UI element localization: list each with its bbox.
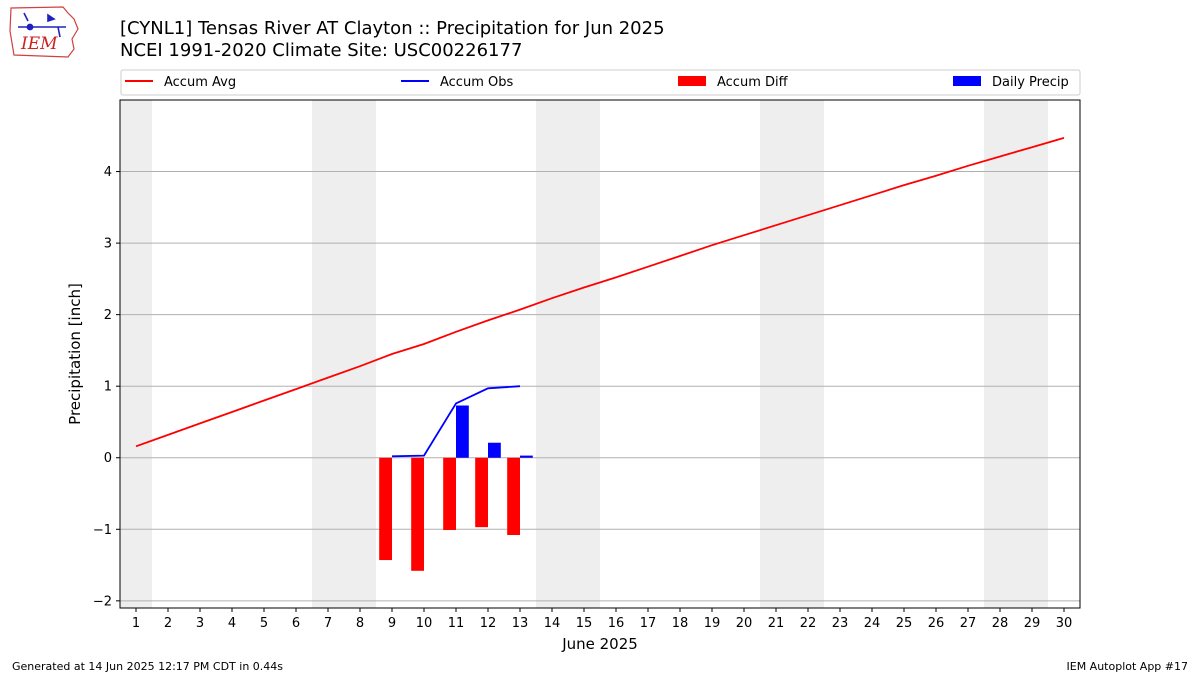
daily-precip-bar-12 (488, 442, 501, 458)
plot-frame (119, 99, 1081, 609)
x-tick-label: 12 (480, 616, 497, 631)
weekend-band-21 (760, 100, 792, 608)
x-axis-label: June 2025 (561, 635, 638, 653)
x-tick-label: 19 (704, 616, 721, 631)
y-tick-label: 4 (104, 165, 112, 180)
x-tick-label: 26 (928, 616, 945, 631)
x-tick-label: 15 (576, 616, 593, 631)
weekend-band-15 (568, 100, 600, 608)
y-tick-label: 2 (104, 308, 112, 323)
accum-avg-line (135, 137, 1065, 448)
chart-subtitle: NCEI 1991-2020 Climate Site: USC00226177 (120, 40, 523, 61)
legend-label-daily-precip: Daily Precip (992, 75, 1069, 90)
x-tick-label: 9 (388, 616, 396, 631)
legend-label-accum-obs: Accum Obs (440, 75, 513, 90)
legend-label-accum-diff: Accum Diff (717, 75, 789, 90)
weekend-band-7 (312, 100, 344, 608)
weekend-band-1 (120, 100, 152, 608)
x-tick-label: 2 (164, 616, 172, 631)
x-tick-label: 22 (800, 616, 817, 631)
x-tick-label: 21 (768, 616, 785, 631)
legend: Accum Avg Accum Obs Accum Diff Daily Pre… (120, 69, 1081, 96)
x-tick-label: 23 (832, 616, 849, 631)
x-tick-label: 11 (448, 616, 465, 631)
legend-swatch-accum-diff (678, 76, 706, 86)
y-tick-label: 1 (104, 380, 112, 395)
accum-diff-bar-9 (379, 457, 392, 561)
daily-precip-bar-11 (456, 405, 469, 458)
bar-series (379, 405, 533, 571)
y-tick-label: 0 (104, 451, 112, 466)
accum-diff-bar-10 (411, 457, 424, 571)
x-tick-label: 7 (324, 616, 332, 631)
daily-precip-bar-13 (520, 455, 533, 458)
y-axis: −2 −1 0 1 2 3 4 (93, 165, 120, 609)
x-tick-label: 30 (1056, 616, 1073, 631)
x-tick-label: 14 (544, 616, 561, 631)
x-tick-label: 5 (260, 616, 268, 631)
weekend-band-28 (984, 100, 1016, 608)
x-tick-label: 20 (736, 616, 753, 631)
weekend-band-22 (792, 100, 824, 608)
accum-diff-bar-11 (443, 457, 456, 531)
app-credit: IEM Autoplot App #17 (1066, 660, 1189, 673)
y-axis-label: Precipitation [inch] (66, 283, 84, 425)
x-tick-label: 3 (196, 616, 204, 631)
y-gridlines (120, 171, 1080, 602)
logo-text: IEM (20, 34, 58, 54)
y-tick-label: −2 (93, 594, 112, 609)
legend-label-accum-avg: Accum Avg (164, 75, 236, 90)
weekend-band-14 (536, 100, 568, 608)
x-tick-label: 29 (1024, 616, 1041, 631)
chart-title: [CYNL1] Tensas River AT Clayton :: Preci… (120, 18, 665, 39)
legend-box (120, 69, 1081, 96)
x-tick-label: 18 (672, 616, 689, 631)
line-series (135, 137, 1065, 458)
x-tick-label: 1 (132, 616, 140, 631)
legend-swatch-daily-precip (953, 76, 981, 86)
weather-station-icon (18, 12, 66, 38)
weekend-band-29 (1016, 100, 1048, 608)
x-tick-label: 17 (640, 616, 657, 631)
x-tick-label: 13 (512, 616, 529, 631)
accum-diff-bar-12 (475, 457, 488, 528)
x-axis: 1 2 3 4 5 6 7 8 9 10 11 12 13 14 15 16 17 18 19 20 21 22 23 24 2… (132, 608, 1072, 631)
x-tick-label: 16 (608, 616, 625, 631)
weekend-shading (120, 100, 1048, 608)
accum-diff-bar-13 (507, 457, 520, 536)
x-tick-label: 24 (864, 616, 881, 631)
iem-logo: IEM (9, 6, 79, 58)
x-tick-label: 8 (356, 616, 364, 631)
x-tick-label: 6 (292, 616, 300, 631)
generated-timestamp: Generated at 14 Jun 2025 12:17 PM CDT in… (12, 660, 284, 673)
y-tick-label: 3 (104, 237, 112, 252)
weekend-band-8 (344, 100, 376, 608)
x-tick-label: 4 (228, 616, 236, 631)
x-tick-label: 28 (992, 616, 1009, 631)
accum-obs-line (391, 385, 521, 458)
x-tick-label: 25 (896, 616, 913, 631)
y-tick-label: −1 (93, 523, 112, 538)
x-tick-label: 27 (960, 616, 977, 631)
x-tick-label: 10 (416, 616, 433, 631)
